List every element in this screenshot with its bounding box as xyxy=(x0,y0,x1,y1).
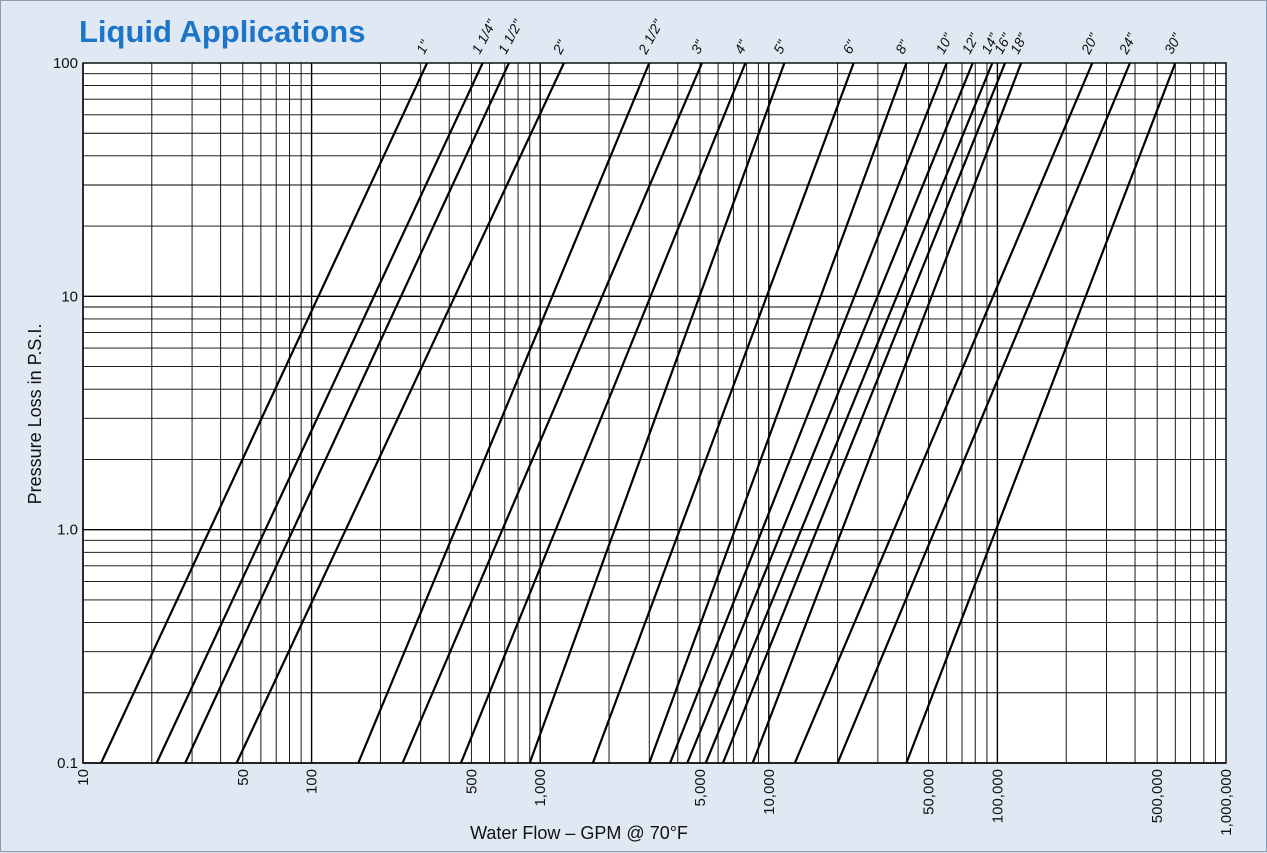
y-tick-label: 1.0 xyxy=(57,522,78,539)
series-label: 30" xyxy=(1161,30,1185,57)
series-label: 1" xyxy=(413,37,434,57)
x-tick-label: 5,000 xyxy=(692,769,709,807)
x-tick-label: 500,000 xyxy=(1149,769,1166,823)
series-label: 2" xyxy=(549,37,570,58)
series-label: 1 1/4" xyxy=(468,16,500,56)
x-axis-title: Water Flow – GPM @ 70°F xyxy=(470,823,688,843)
x-tick-label: 500 xyxy=(463,769,480,794)
series-label: 1 1/2" xyxy=(494,16,526,56)
x-tick-label: 100,000 xyxy=(989,769,1006,823)
series-label: 24" xyxy=(1115,30,1140,57)
grid-layer xyxy=(83,63,1226,763)
y-tick-label: 10 xyxy=(61,288,78,305)
y-axis-title: Pressure Loss in P.S.I. xyxy=(25,324,45,505)
series-label: 3" xyxy=(687,37,708,57)
plot-area xyxy=(83,63,1226,763)
y-tick-label: 100 xyxy=(53,55,78,72)
series-label: 4" xyxy=(731,37,752,57)
series-label: 5" xyxy=(770,37,791,57)
series-label: 8" xyxy=(892,37,913,57)
y-tick-label: 0.1 xyxy=(57,755,78,772)
x-tick-label: 10,000 xyxy=(761,769,778,815)
x-tick-label: 50 xyxy=(235,769,252,786)
series-label: 6" xyxy=(839,37,860,57)
x-tick-label: 100 xyxy=(304,769,321,794)
series-label: 12" xyxy=(958,30,982,57)
series-label: 2 1/2" xyxy=(634,16,666,57)
x-tick-label: 1,000,000 xyxy=(1218,769,1235,836)
series-label: 10" xyxy=(932,30,956,57)
label-layer: 1" 1 1/4"1 1/2" 2" 2 1/2" 3" 4" 5" 6" 8" 10" 12"14… xyxy=(413,16,1185,57)
x-tick-label: 50,000 xyxy=(921,769,938,815)
chart-title: Liquid Applications xyxy=(79,14,365,49)
x-tick-label: 1,000 xyxy=(532,769,549,807)
series-label: 18" xyxy=(1007,30,1031,57)
series-label: 20" xyxy=(1077,30,1102,57)
